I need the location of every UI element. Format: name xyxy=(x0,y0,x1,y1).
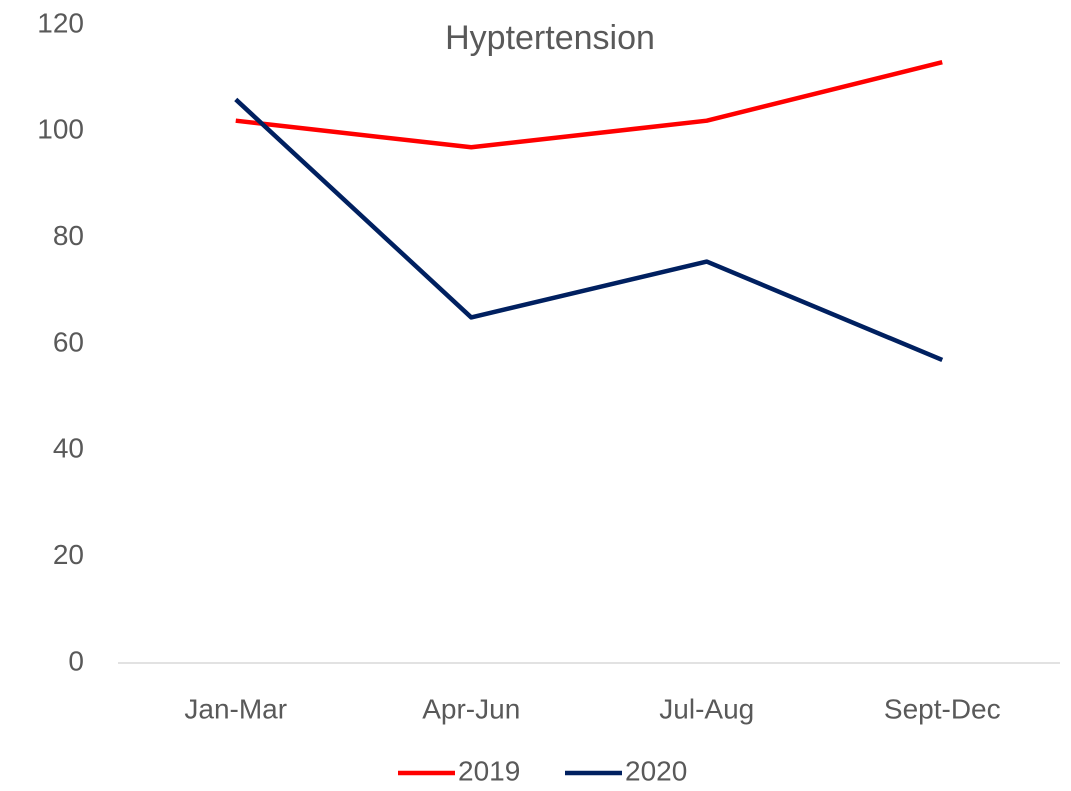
series-line xyxy=(235,60,943,150)
x-tick-label: Jul-Aug xyxy=(659,693,754,724)
y-tick-label: 40 xyxy=(53,433,84,464)
x-tick-label: Sept-Dec xyxy=(884,693,1001,724)
series-line xyxy=(234,97,944,363)
x-tick-label: Jan-Mar xyxy=(184,693,287,724)
legend-label: 2019 xyxy=(458,755,520,786)
chart-title: Hyptertension xyxy=(445,19,655,57)
y-tick-label: 20 xyxy=(53,539,84,570)
x-tick-label: Apr-Jun xyxy=(422,693,520,724)
y-tick-label: 120 xyxy=(37,7,84,38)
y-tick-label: 60 xyxy=(53,326,84,357)
y-tick-label: 80 xyxy=(53,220,84,251)
y-tick-label: 0 xyxy=(68,645,84,676)
y-tick-label: 100 xyxy=(37,114,84,145)
legend-label: 2020 xyxy=(625,755,687,786)
